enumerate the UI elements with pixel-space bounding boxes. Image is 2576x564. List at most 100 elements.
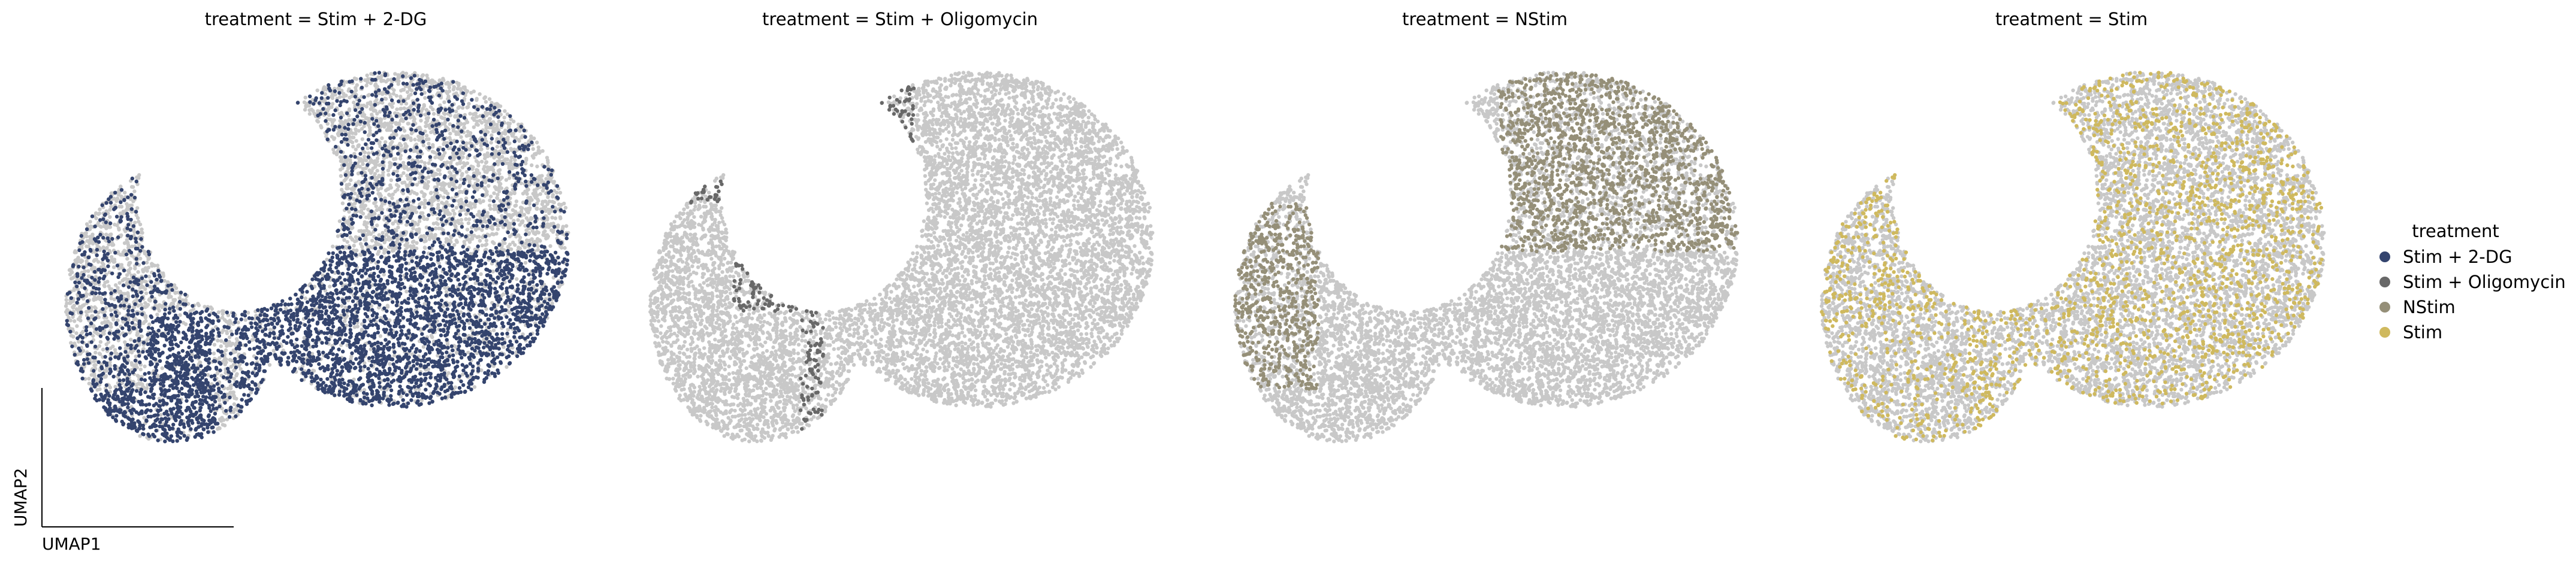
background-point [125, 257, 129, 260]
background-point [469, 91, 473, 95]
background-point [391, 222, 394, 225]
background-point [330, 105, 333, 109]
background-point [268, 363, 271, 366]
background-point [468, 112, 472, 116]
background-point [229, 384, 233, 387]
background-point [369, 245, 372, 248]
background-point [388, 183, 392, 187]
background-point [419, 159, 423, 163]
background-point [475, 159, 478, 163]
background-point [370, 169, 373, 173]
background-point [341, 201, 345, 205]
background-point [375, 98, 378, 101]
background-point [402, 88, 406, 92]
background-point [508, 242, 512, 246]
background-point [499, 199, 502, 202]
background-point [458, 161, 461, 165]
background-point [422, 104, 426, 108]
background-point [449, 138, 452, 142]
background-point [167, 295, 170, 299]
background-point [223, 318, 227, 322]
background-point [221, 328, 225, 332]
background-point [98, 208, 101, 211]
background-point [363, 154, 366, 158]
background-point [104, 375, 107, 378]
background-point [71, 276, 75, 280]
background-point [365, 184, 369, 187]
background-point [178, 296, 182, 300]
background-point [442, 142, 445, 146]
background-point [477, 210, 481, 213]
background-point [399, 144, 403, 147]
background-point [488, 117, 492, 120]
background-point [437, 226, 440, 230]
background-point [489, 141, 493, 144]
background-point [86, 269, 90, 273]
background-point [352, 101, 355, 104]
background-point [103, 281, 107, 284]
background-point [155, 313, 159, 316]
background-point [527, 187, 530, 191]
background-point [147, 275, 151, 278]
background-point [414, 206, 418, 210]
background-point [122, 277, 126, 281]
background-point [425, 134, 428, 137]
background-point [484, 100, 488, 104]
background-point [366, 208, 370, 211]
background-point [355, 139, 358, 142]
background-point [109, 205, 113, 208]
background-point [439, 116, 443, 119]
background-point [355, 83, 359, 87]
background-point [218, 398, 221, 402]
background-point [467, 217, 471, 221]
background-point [546, 160, 549, 164]
background-point [352, 244, 356, 247]
background-point [494, 187, 498, 191]
background-point [332, 151, 336, 154]
background-point [146, 257, 150, 261]
background-point [480, 160, 484, 163]
background-point [84, 310, 88, 314]
background-point [101, 348, 105, 351]
background-point [477, 235, 481, 238]
background-point [542, 231, 545, 234]
background-point [515, 199, 518, 203]
background-point [340, 111, 343, 114]
background-point [432, 112, 436, 116]
background-point [556, 225, 560, 229]
background-point [376, 169, 379, 172]
background-point [74, 344, 77, 347]
background-point [508, 141, 511, 145]
background-point [387, 193, 391, 196]
background-point [469, 238, 472, 241]
background-point [425, 117, 428, 120]
background-point [378, 233, 381, 236]
background-point [433, 156, 437, 159]
background-point [64, 304, 68, 308]
background-point [363, 113, 366, 117]
background-point [442, 111, 446, 115]
background-point [102, 284, 106, 288]
background-point [353, 239, 357, 243]
background-point [221, 310, 225, 313]
background-point [389, 142, 392, 145]
background-point [349, 178, 352, 182]
background-point [425, 108, 428, 111]
background-point [496, 137, 499, 141]
background-point [132, 318, 135, 322]
background-point [420, 201, 424, 205]
background-point [545, 218, 549, 222]
background-point [513, 204, 517, 208]
background-point [388, 362, 391, 366]
background-point [507, 305, 511, 308]
background-point [399, 174, 403, 178]
background-point [455, 206, 458, 210]
background-point [427, 161, 430, 165]
background-point [418, 126, 421, 129]
background-point [331, 96, 334, 100]
background-point [457, 105, 461, 109]
background-point [145, 269, 149, 272]
background-point [390, 196, 394, 200]
background-point [403, 129, 406, 132]
background-point [79, 259, 83, 262]
